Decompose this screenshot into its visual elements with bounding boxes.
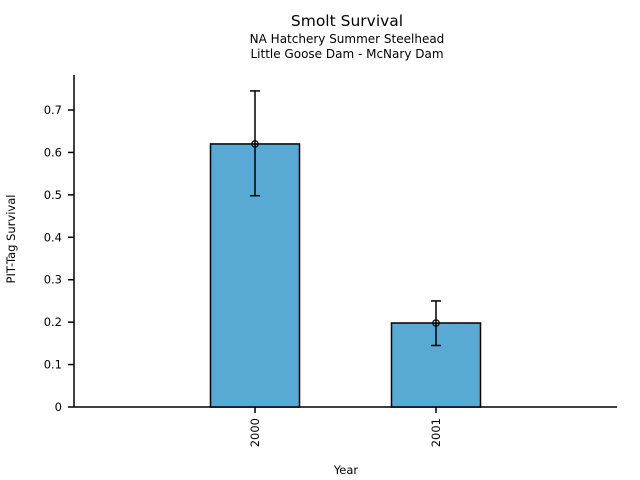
chart-subtitle-line2: Little Goose Dam - McNary Dam [250,47,443,61]
y-tick-label: 0.3 [44,273,62,287]
y-tick-label: 0.4 [44,230,62,244]
y-tick-label: 0.5 [44,188,62,202]
chart-subtitle-line1: NA Hatchery Summer Steelhead [250,32,445,46]
y-axis-label: PIT-Tag Survival [4,195,18,284]
chart-title: Smolt Survival [291,12,403,30]
y-tick-label: 0.1 [44,358,62,372]
point-marker-2000 [251,140,259,148]
x-axis-label: Year [333,463,359,477]
y-tick-label: 0.7 [44,103,62,117]
x-tick-label-2001: 2001 [429,418,443,447]
chart-content: 0 0.1 0.2 0.3 0.4 0.5 0.6 0.7 2000 2001 [44,75,617,447]
y-tick-label: 0 [55,400,62,414]
y-tick-label: 0.2 [44,315,62,329]
y-tick-label: 0.6 [44,145,62,159]
point-marker-2001 [432,319,440,327]
x-tick-label-2000: 2000 [248,418,262,447]
